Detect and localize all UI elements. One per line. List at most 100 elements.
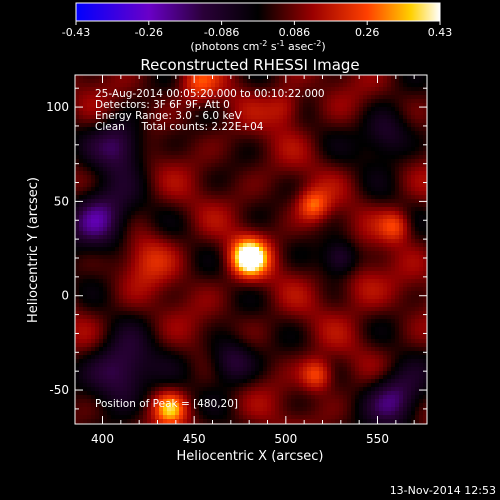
heatmap-cell xyxy=(291,231,295,235)
heatmap-cell xyxy=(275,347,279,351)
heatmap-cell xyxy=(199,371,203,375)
heatmap-cell xyxy=(155,303,159,307)
heatmap-cell xyxy=(167,359,171,363)
heatmap-cell xyxy=(243,135,247,139)
heatmap-cell xyxy=(191,395,195,399)
heatmap-cell xyxy=(271,231,275,235)
heatmap-cell xyxy=(119,295,123,299)
heatmap-cell xyxy=(115,231,119,235)
heatmap-cell xyxy=(207,351,211,355)
heatmap-cell xyxy=(239,391,243,395)
heatmap-cell xyxy=(115,279,119,283)
heatmap-cell xyxy=(95,411,99,415)
heatmap-cell xyxy=(163,143,167,147)
heatmap-cell xyxy=(111,355,115,359)
heatmap-cell xyxy=(91,211,95,215)
heatmap-cell xyxy=(207,99,211,103)
heatmap-cell xyxy=(255,303,259,307)
heatmap-cell xyxy=(287,99,291,103)
heatmap-cell xyxy=(187,355,191,359)
heatmap-cell xyxy=(195,111,199,115)
heatmap-cell xyxy=(231,171,235,175)
heatmap-cell xyxy=(83,331,87,335)
heatmap-cell xyxy=(159,263,163,267)
heatmap-cell xyxy=(115,183,119,187)
heatmap-cell xyxy=(99,215,103,219)
colorbar-unit-label: (photons cm-2 s-1 asec-2) xyxy=(190,39,325,53)
heatmap-cell xyxy=(87,95,91,99)
heatmap-cell xyxy=(99,407,103,411)
heatmap-cell xyxy=(287,343,291,347)
heatmap-cell xyxy=(291,307,295,311)
heatmap-cell xyxy=(215,379,219,383)
heatmap-cell xyxy=(191,119,195,123)
heatmap-cell xyxy=(119,155,123,159)
heatmap-cell xyxy=(155,311,159,315)
heatmap-cell xyxy=(239,211,243,215)
heatmap-cell xyxy=(279,87,283,91)
heatmap-cell xyxy=(171,343,175,347)
heatmap-cell xyxy=(291,335,295,339)
heatmap-cell xyxy=(295,263,299,267)
heatmap-cell xyxy=(247,403,251,407)
heatmap-cell xyxy=(111,219,115,223)
heatmap-cell xyxy=(175,399,179,403)
heatmap-cell xyxy=(139,351,143,355)
heatmap-cell xyxy=(243,199,247,203)
heatmap-cell xyxy=(279,283,283,287)
heatmap-cell xyxy=(167,415,171,419)
heatmap-cell xyxy=(195,127,199,131)
heatmap-cell xyxy=(235,319,239,323)
heatmap-cell xyxy=(203,315,207,319)
heatmap-cell xyxy=(163,167,167,171)
heatmap-cell xyxy=(219,287,223,291)
heatmap-cell xyxy=(275,275,279,279)
heatmap-cell xyxy=(219,403,223,407)
heatmap-cell xyxy=(119,387,123,391)
heatmap-cell xyxy=(123,279,127,283)
heatmap-cell xyxy=(83,387,87,391)
heatmap-cell xyxy=(211,215,215,219)
heatmap-cell xyxy=(171,219,175,223)
heatmap-cell xyxy=(159,295,163,299)
heatmap-cell xyxy=(207,199,211,203)
heatmap-cell xyxy=(279,363,283,367)
heatmap-cell xyxy=(227,347,231,351)
heatmap-cell xyxy=(207,175,211,179)
heatmap-cell xyxy=(123,271,127,275)
heatmap-cell xyxy=(139,223,143,227)
heatmap-cell xyxy=(223,95,227,99)
heatmap-cell xyxy=(227,267,231,271)
heatmap-cell xyxy=(215,251,219,255)
heatmap-cell xyxy=(223,399,227,403)
heatmap-cell xyxy=(79,247,83,251)
heatmap-cell xyxy=(243,179,247,183)
heatmap-cell xyxy=(115,283,119,287)
heatmap-cell xyxy=(219,199,223,203)
heatmap-cell xyxy=(187,195,191,199)
heatmap-cell xyxy=(203,367,207,371)
heatmap-cell xyxy=(167,283,171,287)
heatmap-cell xyxy=(151,327,155,331)
heatmap-cell xyxy=(115,171,119,175)
heatmap-cell xyxy=(287,391,291,395)
heatmap-cell xyxy=(163,251,167,255)
heatmap-cell xyxy=(119,135,123,139)
heatmap-cell xyxy=(223,235,227,239)
heatmap-cell xyxy=(143,355,147,359)
heatmap-cell xyxy=(287,231,291,235)
heatmap-cell xyxy=(247,167,251,171)
heatmap-cell xyxy=(259,147,263,151)
heatmap-cell xyxy=(123,119,127,123)
heatmap-cell xyxy=(179,239,183,243)
heatmap-cell xyxy=(251,411,255,415)
heatmap-cell xyxy=(219,235,223,239)
heatmap-cell xyxy=(207,135,211,139)
heatmap-cell xyxy=(279,359,283,363)
heatmap-cell xyxy=(259,95,263,99)
heatmap-cell xyxy=(219,387,223,391)
heatmap-cell xyxy=(283,99,287,103)
heatmap-cell xyxy=(239,271,243,275)
heatmap-cell xyxy=(127,239,131,243)
heatmap-cell xyxy=(115,355,119,359)
